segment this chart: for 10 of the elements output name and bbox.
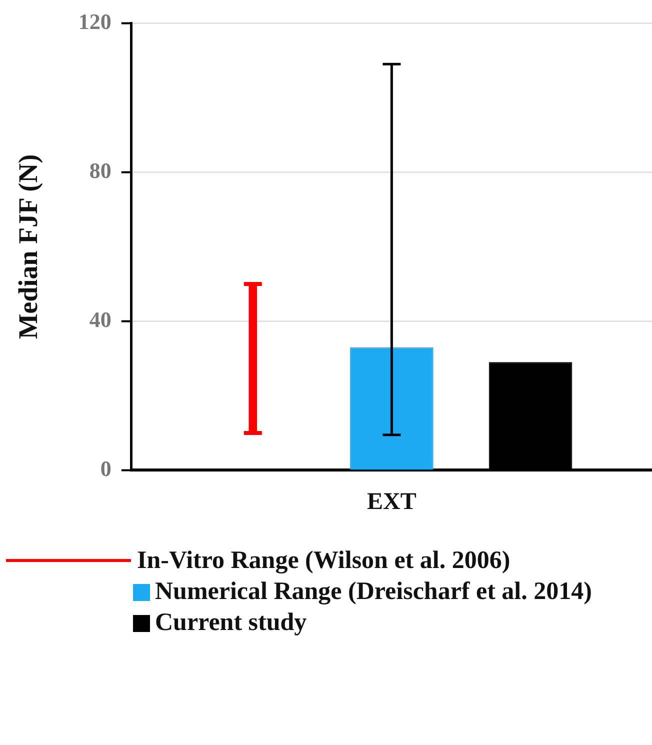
- legend-label: Current study: [155, 608, 308, 638]
- y-tick-label: 40: [89, 306, 112, 332]
- y-tick-label: 0: [100, 456, 112, 481]
- y-tick-label: 120: [78, 8, 112, 34]
- bar: [350, 347, 434, 470]
- y-tick-label: 80: [89, 158, 112, 183]
- y-axis-title: Median FJF (N): [13, 154, 44, 340]
- x-tick-label: EXT: [367, 488, 416, 515]
- legend-label: In-Vitro Range (Wilson et al. 2006): [137, 546, 512, 576]
- legend-label: Numerical Range (Dreischarf et al. 2014): [155, 577, 593, 607]
